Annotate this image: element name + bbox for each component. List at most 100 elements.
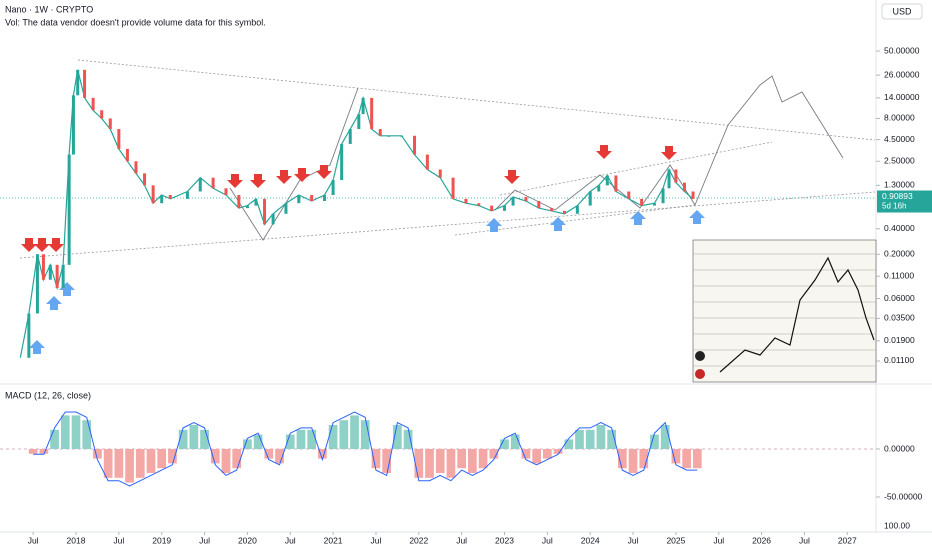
- last-price: 0.90893: [882, 191, 913, 201]
- candle: [614, 175, 618, 192]
- candle: [652, 203, 656, 206]
- time-label: Jul: [628, 535, 639, 545]
- macd-bar: [103, 449, 113, 478]
- macd-bar: [425, 449, 434, 478]
- up-arrows: [29, 210, 705, 354]
- volume-note: Vol: The data vendor doesn't provide vol…: [5, 17, 266, 27]
- macd-bar: [71, 415, 81, 449]
- macd-bar: [682, 449, 691, 469]
- macd-bar: [435, 449, 445, 473]
- macd-bar: [285, 434, 295, 449]
- macd-bar: [532, 449, 541, 464]
- macd-extra-label: 100.00: [884, 520, 910, 530]
- macd-bar: [628, 449, 638, 473]
- price-label: 4.50000: [884, 134, 915, 144]
- price-label: 0.01900: [884, 335, 915, 345]
- macd-bar: [403, 429, 413, 449]
- macd-bar: [264, 449, 274, 459]
- price-label: 0.20000: [884, 248, 915, 258]
- macd-bar: [125, 449, 134, 483]
- macd-bar: [318, 449, 327, 459]
- candle: [597, 185, 601, 192]
- candle: [143, 173, 147, 186]
- pattern: [494, 164, 696, 211]
- symbol: Nano · 1W · CRYPTO: [5, 4, 93, 14]
- macd-bar: [82, 420, 92, 449]
- projection: [694, 75, 844, 206]
- time-label: 2023: [495, 535, 514, 545]
- macd-bar: [307, 429, 317, 449]
- candle: [245, 205, 249, 209]
- candle: [160, 195, 164, 204]
- time-label: 2022: [409, 535, 428, 545]
- time-label: Jul: [113, 535, 124, 545]
- macd-bar: [200, 429, 209, 449]
- macd-bar: [414, 449, 424, 478]
- candle: [71, 95, 75, 155]
- macd-bar: [93, 449, 102, 459]
- macd-bar: [168, 449, 177, 464]
- macd-label: -50.00000: [884, 491, 923, 501]
- candle: [537, 200, 541, 209]
- currency-button[interactable]: [881, 3, 923, 20]
- time-label: Jul: [456, 535, 467, 545]
- candle: [297, 195, 301, 204]
- macd-bar: [135, 449, 145, 478]
- price-label: 26.00000: [884, 69, 920, 79]
- macd-bar: [596, 425, 606, 449]
- candle: [378, 129, 382, 136]
- macd-bar: [382, 449, 392, 473]
- macd-bar: [253, 434, 263, 449]
- candle: [185, 191, 189, 199]
- macd-bar: [542, 449, 552, 459]
- trend-line: [19, 191, 876, 259]
- macd-bar: [457, 449, 467, 469]
- macd-bar: [371, 449, 381, 469]
- macd-bar: [692, 449, 702, 469]
- price-label: 14.00000: [884, 92, 920, 102]
- candle: [451, 177, 455, 199]
- macd-bar: [617, 449, 627, 469]
- candle: [464, 198, 468, 204]
- candle: [348, 129, 352, 144]
- macd-bar: [146, 449, 156, 473]
- macd-bar: [243, 439, 252, 449]
- macd-bar: [553, 449, 563, 454]
- candle: [503, 205, 506, 211]
- macd-bar: [478, 449, 488, 469]
- candle: [413, 135, 417, 155]
- time-label: 2024: [581, 535, 600, 545]
- time-label: 2020: [238, 535, 257, 545]
- macd-bar: [296, 429, 306, 449]
- candle: [575, 205, 579, 214]
- macd-bar: [28, 449, 38, 454]
- candle: [134, 161, 138, 174]
- candle: [284, 203, 288, 214]
- macd-bar: [60, 415, 70, 449]
- candle: [562, 210, 566, 214]
- candle: [55, 264, 59, 288]
- macd-bar: [500, 439, 509, 449]
- macd-bar: [232, 449, 242, 469]
- macd-bar: [50, 429, 59, 449]
- candle: [667, 169, 671, 189]
- candle: [682, 182, 686, 192]
- price-label: 1.30000: [884, 180, 915, 190]
- macd-bar: [189, 425, 199, 449]
- trend-line: [77, 59, 876, 141]
- candle: [627, 191, 631, 199]
- candle: [674, 169, 678, 183]
- candle: [524, 196, 528, 201]
- down-arrows: [21, 145, 677, 252]
- candle: [438, 169, 442, 178]
- candle: [168, 195, 172, 199]
- time-label: 2018: [67, 535, 86, 545]
- time-label: 2019: [152, 535, 171, 545]
- macd-bar: [221, 449, 231, 473]
- macd-title: MACD (12, 26, close): [5, 390, 91, 400]
- candle: [310, 195, 314, 201]
- candle: [224, 188, 228, 195]
- candle: [35, 254, 39, 314]
- price-label: 0.01100: [884, 355, 914, 365]
- macd-bar: [489, 449, 499, 459]
